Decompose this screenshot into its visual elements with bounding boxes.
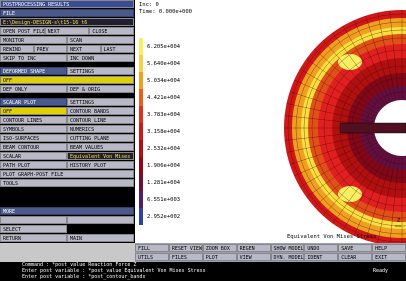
legend-swatch xyxy=(139,157,143,174)
blank-button xyxy=(0,216,67,224)
blank-button xyxy=(67,216,134,224)
button[interactable]: DEF & ORIG xyxy=(67,85,134,93)
legend-swatch xyxy=(139,191,143,208)
button[interactable]: SELECT xyxy=(0,225,67,233)
legend-label: 5.034e+004 xyxy=(147,78,181,84)
button[interactable]: TOOLS xyxy=(0,179,134,187)
legend-label: 3.783e+004 xyxy=(147,112,181,118)
button[interactable]: PATH PLOT xyxy=(0,161,67,169)
button[interactable]: SAVE xyxy=(338,244,372,252)
button[interactable]: RESET VIEW xyxy=(169,244,203,252)
legend-swatch xyxy=(139,89,143,106)
button[interactable]: DEF ONLY xyxy=(0,85,67,93)
button[interactable]: INC DOWN xyxy=(67,54,134,62)
button[interactable]: CUTTING PLANE xyxy=(67,134,134,142)
button[interactable]: CONTOUR LINES xyxy=(0,116,67,124)
button[interactable]: SCALAR xyxy=(0,152,67,160)
legend-label: 1.906e+004 xyxy=(147,163,181,169)
button[interactable]: SCAN xyxy=(67,36,134,44)
button[interactable]: SETTINGS xyxy=(67,98,134,106)
button[interactable]: SKIP TO INC xyxy=(0,54,67,62)
button[interactable]: OFF xyxy=(0,76,134,84)
button[interactable]: NEXT xyxy=(45,27,90,35)
command-line: Enter post variable : *post_contour_band… xyxy=(22,274,406,280)
legend-label: 6.551e+003 xyxy=(147,197,180,203)
app: POSTPROCESSING RESULTSFILEE:\Design-DESI… xyxy=(0,0,406,281)
legend-label: 2.532e+004 xyxy=(147,146,181,152)
button[interactable]: SETTINGS xyxy=(67,67,134,75)
inc-label: Inc: 0 xyxy=(139,2,159,8)
legend: 6.205e+004 5.640e+004 5.034e+004 4.421e+004… xyxy=(139,38,181,225)
rod xyxy=(340,123,406,133)
button[interactable]: OPEN POST FILE xyxy=(0,27,45,35)
button[interactable]: IDENT xyxy=(304,253,338,261)
legend-swatch xyxy=(139,72,143,89)
button[interactable]: HELP xyxy=(372,244,406,252)
toolbar: FILLRESET VIEWZOOM BOXREGENSHOW MODELUND… xyxy=(135,243,406,262)
button[interactable]: FILL xyxy=(135,244,169,252)
label: FILE xyxy=(0,9,134,17)
button[interactable]: BEAM VALUES xyxy=(67,143,134,151)
legend-label: 3.158e+004 xyxy=(147,129,181,135)
button[interactable]: ISO-SURFACES xyxy=(0,134,67,142)
button[interactable]: BEAM CONTOUR xyxy=(0,143,67,151)
legend-label: 6.205e+004 xyxy=(147,44,181,50)
button[interactable]: PREV xyxy=(34,45,68,53)
button[interactable]: OFF xyxy=(0,107,67,115)
button[interactable]: DEFORMED SHAPE xyxy=(0,67,67,75)
button[interactable]: CLOSE xyxy=(89,27,134,35)
legend-label: 1.281e+004 xyxy=(147,180,181,186)
legend-swatch xyxy=(139,38,143,55)
legend-swatch xyxy=(139,106,143,123)
legend-swatch xyxy=(139,174,143,191)
button[interactable]: RETURN xyxy=(0,234,67,242)
time-label: Time: 0.000e+000 xyxy=(139,9,192,15)
legend-label: 2.952e+002 xyxy=(147,214,180,220)
button[interactable]: UNDO xyxy=(304,244,338,252)
button[interactable]: VIEW xyxy=(237,253,271,261)
legend-label: 5.640e+004 xyxy=(147,61,181,67)
button[interactable]: SYMBOLS xyxy=(0,125,67,133)
legend-label: 4.421e+004 xyxy=(147,95,181,101)
button[interactable]: FILES xyxy=(169,253,203,261)
caption: Equivalent Von Mises Stress xyxy=(287,234,376,240)
button[interactable]: LAST xyxy=(101,45,135,53)
button[interactable]: CLEAR xyxy=(338,253,372,261)
button[interactable]: MORE xyxy=(0,207,134,215)
status: Ready xyxy=(373,268,388,274)
button[interactable]: PLOT GRAPH-POST FILE xyxy=(0,170,134,178)
button[interactable]: SHOW MODEL xyxy=(271,244,305,252)
button[interactable]: CONTOUR BANDS xyxy=(67,107,134,115)
legend-swatch xyxy=(139,123,143,140)
button[interactable]: NUMERICS xyxy=(67,125,134,133)
button[interactable]: DYN. MODEL xyxy=(271,253,305,261)
label: POSTPROCESSING RESULTS xyxy=(0,0,134,8)
button[interactable]: NEXT xyxy=(67,45,101,53)
button[interactable]: MONITOR xyxy=(0,36,67,44)
button[interactable]: Equivalent Von Mises xyxy=(67,152,134,160)
button[interactable]: UTILS xyxy=(135,253,169,261)
label: E:\Design-DESIGN-s\t15-16_t6 xyxy=(0,18,134,26)
button[interactable]: REGEN xyxy=(237,244,271,252)
button[interactable]: HISTORY PLOT xyxy=(67,161,134,169)
button[interactable]: CONTOUR LINE xyxy=(67,116,134,124)
legend-swatch xyxy=(139,140,143,157)
model xyxy=(284,10,406,243)
viewport: Inc: 0 Time: 0.000e+000 6.205e+004 5.640e… xyxy=(135,0,406,243)
legend-swatch xyxy=(139,55,143,72)
button[interactable]: SCALAR PLOT xyxy=(0,98,67,106)
legend-swatch xyxy=(139,208,143,225)
button[interactable]: MAIN xyxy=(67,234,134,242)
button[interactable]: ZOOM BOX xyxy=(203,244,237,252)
button[interactable]: REWIND xyxy=(0,45,34,53)
button[interactable]: EXIT xyxy=(372,253,406,261)
button[interactable]: PLOT xyxy=(203,253,237,261)
